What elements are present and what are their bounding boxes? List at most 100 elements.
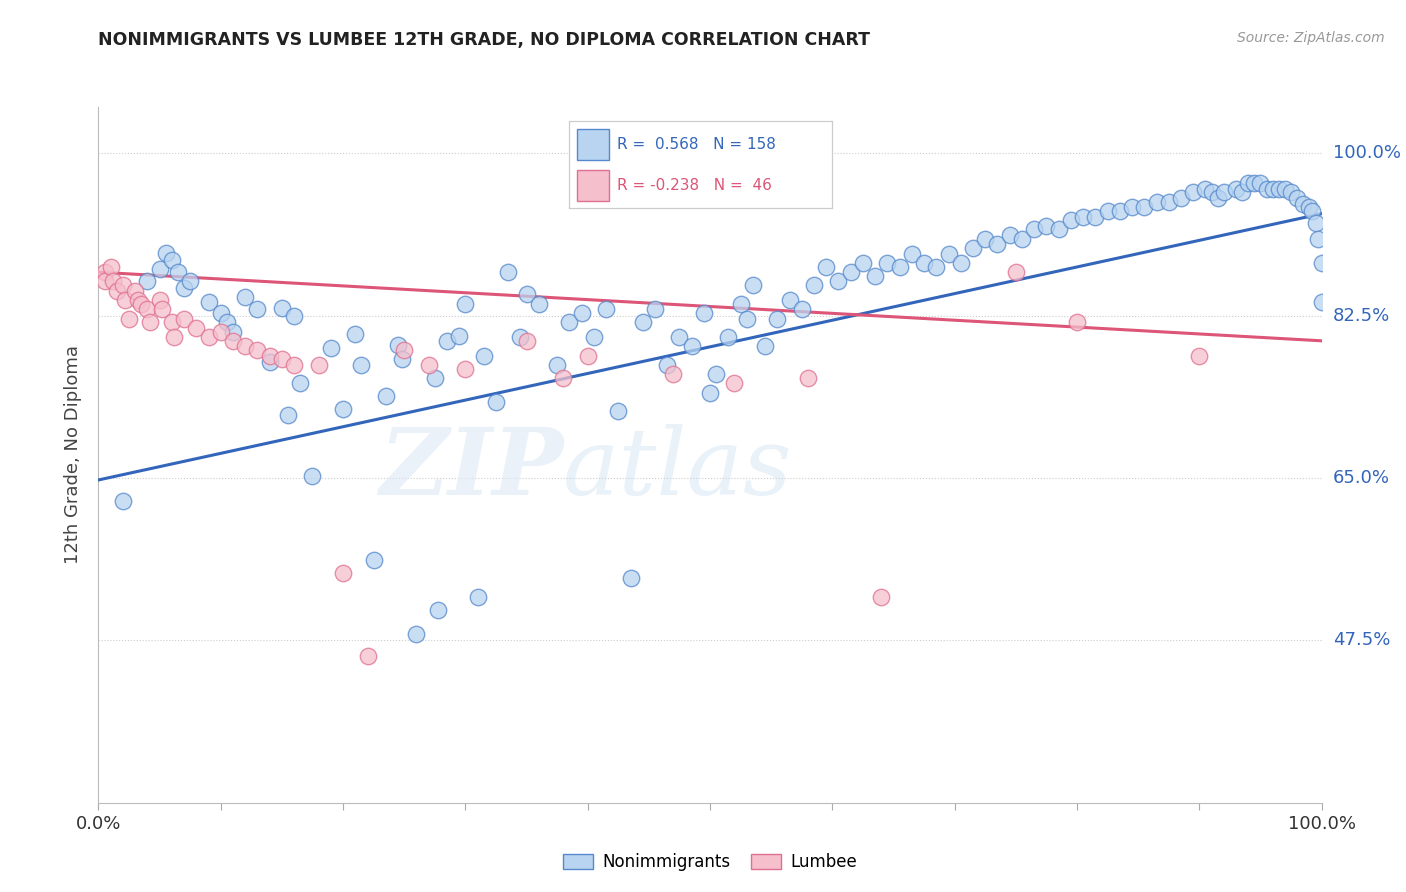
Point: [1249, 176, 1271, 190]
Point: [1108, 203, 1130, 218]
Point: [779, 293, 801, 307]
Point: [1237, 176, 1260, 190]
Point: [350, 358, 373, 372]
Point: [308, 358, 330, 372]
Point: [827, 275, 849, 289]
Text: 65.0%: 65.0%: [1333, 469, 1389, 487]
Point: [173, 281, 195, 295]
Point: [270, 352, 294, 367]
Point: [233, 290, 256, 304]
Point: [1024, 222, 1046, 236]
Text: 47.5%: 47.5%: [1333, 632, 1391, 649]
Point: [270, 301, 294, 316]
Point: [277, 408, 299, 422]
Point: [668, 330, 690, 344]
Point: [803, 278, 825, 293]
Point: [197, 330, 219, 344]
Point: [863, 268, 886, 283]
Point: [283, 358, 305, 372]
Point: [986, 237, 1008, 252]
Point: [704, 368, 727, 382]
Point: [283, 309, 305, 323]
Point: [741, 278, 763, 293]
Point: [100, 260, 122, 274]
Text: 82.5%: 82.5%: [1333, 307, 1391, 325]
Point: [553, 371, 575, 385]
Point: [974, 232, 997, 246]
Point: [233, 339, 256, 353]
Point: [173, 311, 195, 326]
Point: [693, 306, 716, 320]
Point: [912, 256, 935, 270]
Point: [1084, 210, 1107, 224]
Point: [356, 649, 378, 664]
Point: [136, 275, 159, 289]
Point: [889, 260, 911, 274]
Point: [1121, 200, 1143, 214]
Point: [259, 355, 281, 369]
Point: [209, 325, 232, 339]
Point: [259, 349, 281, 363]
Point: [1292, 197, 1315, 211]
Point: [101, 275, 124, 289]
Y-axis label: 12th Grade, No Diploma: 12th Grade, No Diploma: [65, 345, 83, 565]
Point: [246, 343, 269, 357]
Point: [391, 352, 413, 367]
Point: [790, 302, 813, 317]
Point: [595, 302, 617, 317]
Point: [582, 330, 605, 344]
Point: [1060, 213, 1083, 227]
Point: [1133, 200, 1156, 214]
Point: [962, 241, 984, 255]
Point: [998, 228, 1021, 243]
Point: [467, 590, 489, 604]
Point: [111, 494, 134, 508]
Point: [1212, 186, 1234, 200]
Point: [114, 293, 136, 307]
Point: [1230, 186, 1253, 200]
Point: [631, 315, 654, 329]
Point: [363, 553, 385, 567]
Point: [644, 302, 666, 317]
Point: [155, 245, 177, 260]
Point: [186, 321, 208, 335]
Point: [509, 330, 531, 344]
Point: [423, 371, 446, 385]
Point: [949, 256, 972, 270]
Point: [454, 361, 477, 376]
Point: [571, 306, 593, 320]
Point: [209, 306, 232, 320]
Point: [472, 349, 495, 363]
Point: [754, 339, 776, 353]
Point: [149, 293, 172, 307]
Point: [1035, 219, 1057, 233]
Text: atlas: atlas: [564, 424, 793, 514]
Point: [717, 330, 740, 344]
Point: [681, 339, 703, 353]
Point: [1066, 315, 1088, 329]
Point: [815, 260, 838, 274]
Point: [111, 278, 134, 293]
Point: [332, 566, 354, 580]
Point: [1225, 182, 1247, 196]
Point: [558, 315, 581, 329]
Point: [139, 315, 162, 329]
Point: [1298, 200, 1320, 214]
Point: [870, 590, 893, 604]
Point: [454, 296, 477, 310]
Point: [118, 311, 141, 326]
Point: [427, 603, 450, 617]
Point: [1306, 232, 1329, 246]
Text: 100.0%: 100.0%: [1333, 145, 1400, 162]
Point: [93, 265, 115, 279]
Point: [105, 284, 128, 298]
Point: [149, 262, 172, 277]
Point: [1188, 349, 1211, 363]
Point: [136, 302, 159, 317]
Point: [222, 325, 245, 339]
Point: [150, 302, 173, 317]
Point: [496, 265, 519, 279]
Point: [607, 404, 630, 418]
Point: [527, 296, 550, 310]
Point: [1243, 176, 1265, 190]
